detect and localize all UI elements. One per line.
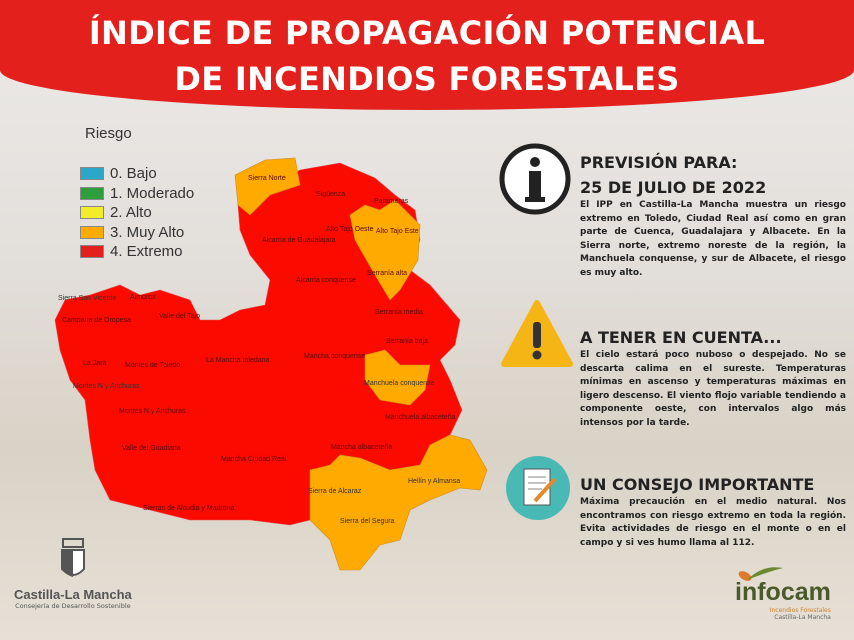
region-label: Serranía media — [375, 309, 423, 316]
region-label: Sigüenza — [316, 191, 346, 198]
legend-label: 2. Alto — [110, 204, 152, 222]
legend-item: 4. Extremo — [80, 242, 194, 262]
region-sur-albacete — [309, 434, 488, 571]
region-label: Serranía baja — [386, 338, 429, 345]
info-icon — [499, 143, 571, 215]
region-label: Sierra de Alcaraz — [308, 488, 362, 495]
page-title-line2: DE INCENDIOS FORESTALES — [174, 60, 680, 98]
region-label: Montes N y Anchuras — [119, 408, 186, 415]
notice-title: A TENER EN CUENTA... — [580, 328, 782, 347]
region-label: La Mancha toledana — [206, 357, 270, 364]
legend-swatch — [80, 186, 104, 200]
legend-swatch — [80, 167, 104, 181]
legend-swatch — [80, 206, 104, 220]
region-label: Valle del Tajo — [159, 313, 200, 320]
region-label: Almorox — [130, 294, 156, 301]
region-label: Mancha Ciudad Real — [221, 456, 287, 463]
legend-swatch — [80, 245, 104, 259]
region-label: Alto Tajo Oeste — [326, 226, 374, 233]
legend-label: 1. Moderado — [110, 184, 195, 202]
notice-text: El cielo estará poco nuboso o despejado.… — [580, 350, 846, 428]
warning-icon — [501, 300, 573, 367]
legend-item: 2. Alto — [80, 203, 194, 223]
infocam-subtitle-2: Castilla-La Mancha — [774, 614, 831, 621]
region-sierra-norte — [234, 157, 301, 216]
region-label: Sierra San Vicente — [58, 295, 117, 302]
forecast-date: 25 DE JULIO DE 2022 — [580, 178, 767, 197]
infocam-logo: infocam Incendios Forestales Castilla-La… — [735, 567, 831, 621]
forecast-text: El IPP en Castilla-La Mancha muestra un … — [580, 200, 846, 278]
legend: Riesgo 0. Bajo 1. Moderado 2. Alto 3. Mu… — [80, 125, 194, 262]
advice-section: UN CONSEJO IMPORTANTE Máxima precaución … — [580, 475, 846, 550]
coat-of-arms-icon — [60, 538, 85, 577]
legend-label: 0. Bajo — [110, 165, 157, 183]
legend-label: 3. Muy Alto — [110, 223, 185, 241]
region-label: Parameras — [374, 198, 409, 205]
region-label: Manchuela conquense — [364, 380, 435, 387]
clm-name: Castilla-La Mancha — [14, 587, 132, 602]
region-label: Serranía alta — [367, 270, 408, 277]
legend-item: 0. Bajo — [80, 164, 194, 184]
leaf-icon — [738, 567, 783, 581]
forecast-title: PREVISIÓN PARA: — [580, 153, 738, 172]
clm-logo: Castilla-La Mancha Consejería de Desarro… — [14, 535, 132, 610]
region-label: Alcarria conquense — [296, 277, 356, 284]
header-banner — [0, 0, 854, 110]
document-icon — [506, 456, 570, 520]
legend-swatch — [80, 225, 104, 239]
notice-section: A TENER EN CUENTA... El cielo estará poc… — [580, 328, 846, 430]
region-label: Sierra del Segura — [340, 518, 395, 525]
region-label: Hellín y Almansa — [408, 478, 461, 485]
infocam-name: infocam — [735, 578, 831, 606]
region-label: Alto Tajo Este — [376, 228, 419, 235]
legend-item: 1. Moderado — [80, 184, 194, 204]
region-label: Sierras de Alcudia y Madrona — [143, 505, 235, 512]
advice-title: UN CONSEJO IMPORTANTE — [580, 475, 815, 494]
infocam-subtitle-1: Incendios Forestales — [769, 607, 831, 614]
legend-label: 4. Extremo — [110, 243, 183, 261]
legend-item: 3. Muy Alto — [80, 223, 194, 243]
region-label: Montes N y Anchuras — [73, 383, 140, 390]
legend-title: Riesgo — [85, 125, 132, 142]
clm-subtitle: Consejería de Desarrollo Sostenible — [15, 602, 131, 610]
region-label: Mancha albaceteña — [331, 444, 393, 451]
region-label: Valle del Guadiana — [122, 445, 181, 452]
region-label: Mancha conquense — [304, 353, 366, 360]
region-label: La Jara — [83, 360, 107, 367]
region-label: Campana de Oropesa — [62, 317, 131, 324]
advice-text: Máxima precaución en el medio natural. N… — [580, 497, 846, 548]
region-label: Montes de Toledo — [125, 362, 181, 369]
region-label: Alcarria de Guadalajara — [262, 237, 336, 244]
region-label: Sierra Norte — [248, 175, 286, 182]
region-label: Manchuela albaceteña — [385, 414, 456, 421]
page-title-line1: ÍNDICE DE PROPAGACIÓN POTENCIAL — [88, 14, 766, 52]
region-alto-tajo — [349, 199, 421, 301]
region-manchuela-conquense — [364, 349, 431, 406]
forecast-section: PREVISIÓN PARA: 25 DE JULIO DE 2022 El I… — [580, 153, 846, 280]
